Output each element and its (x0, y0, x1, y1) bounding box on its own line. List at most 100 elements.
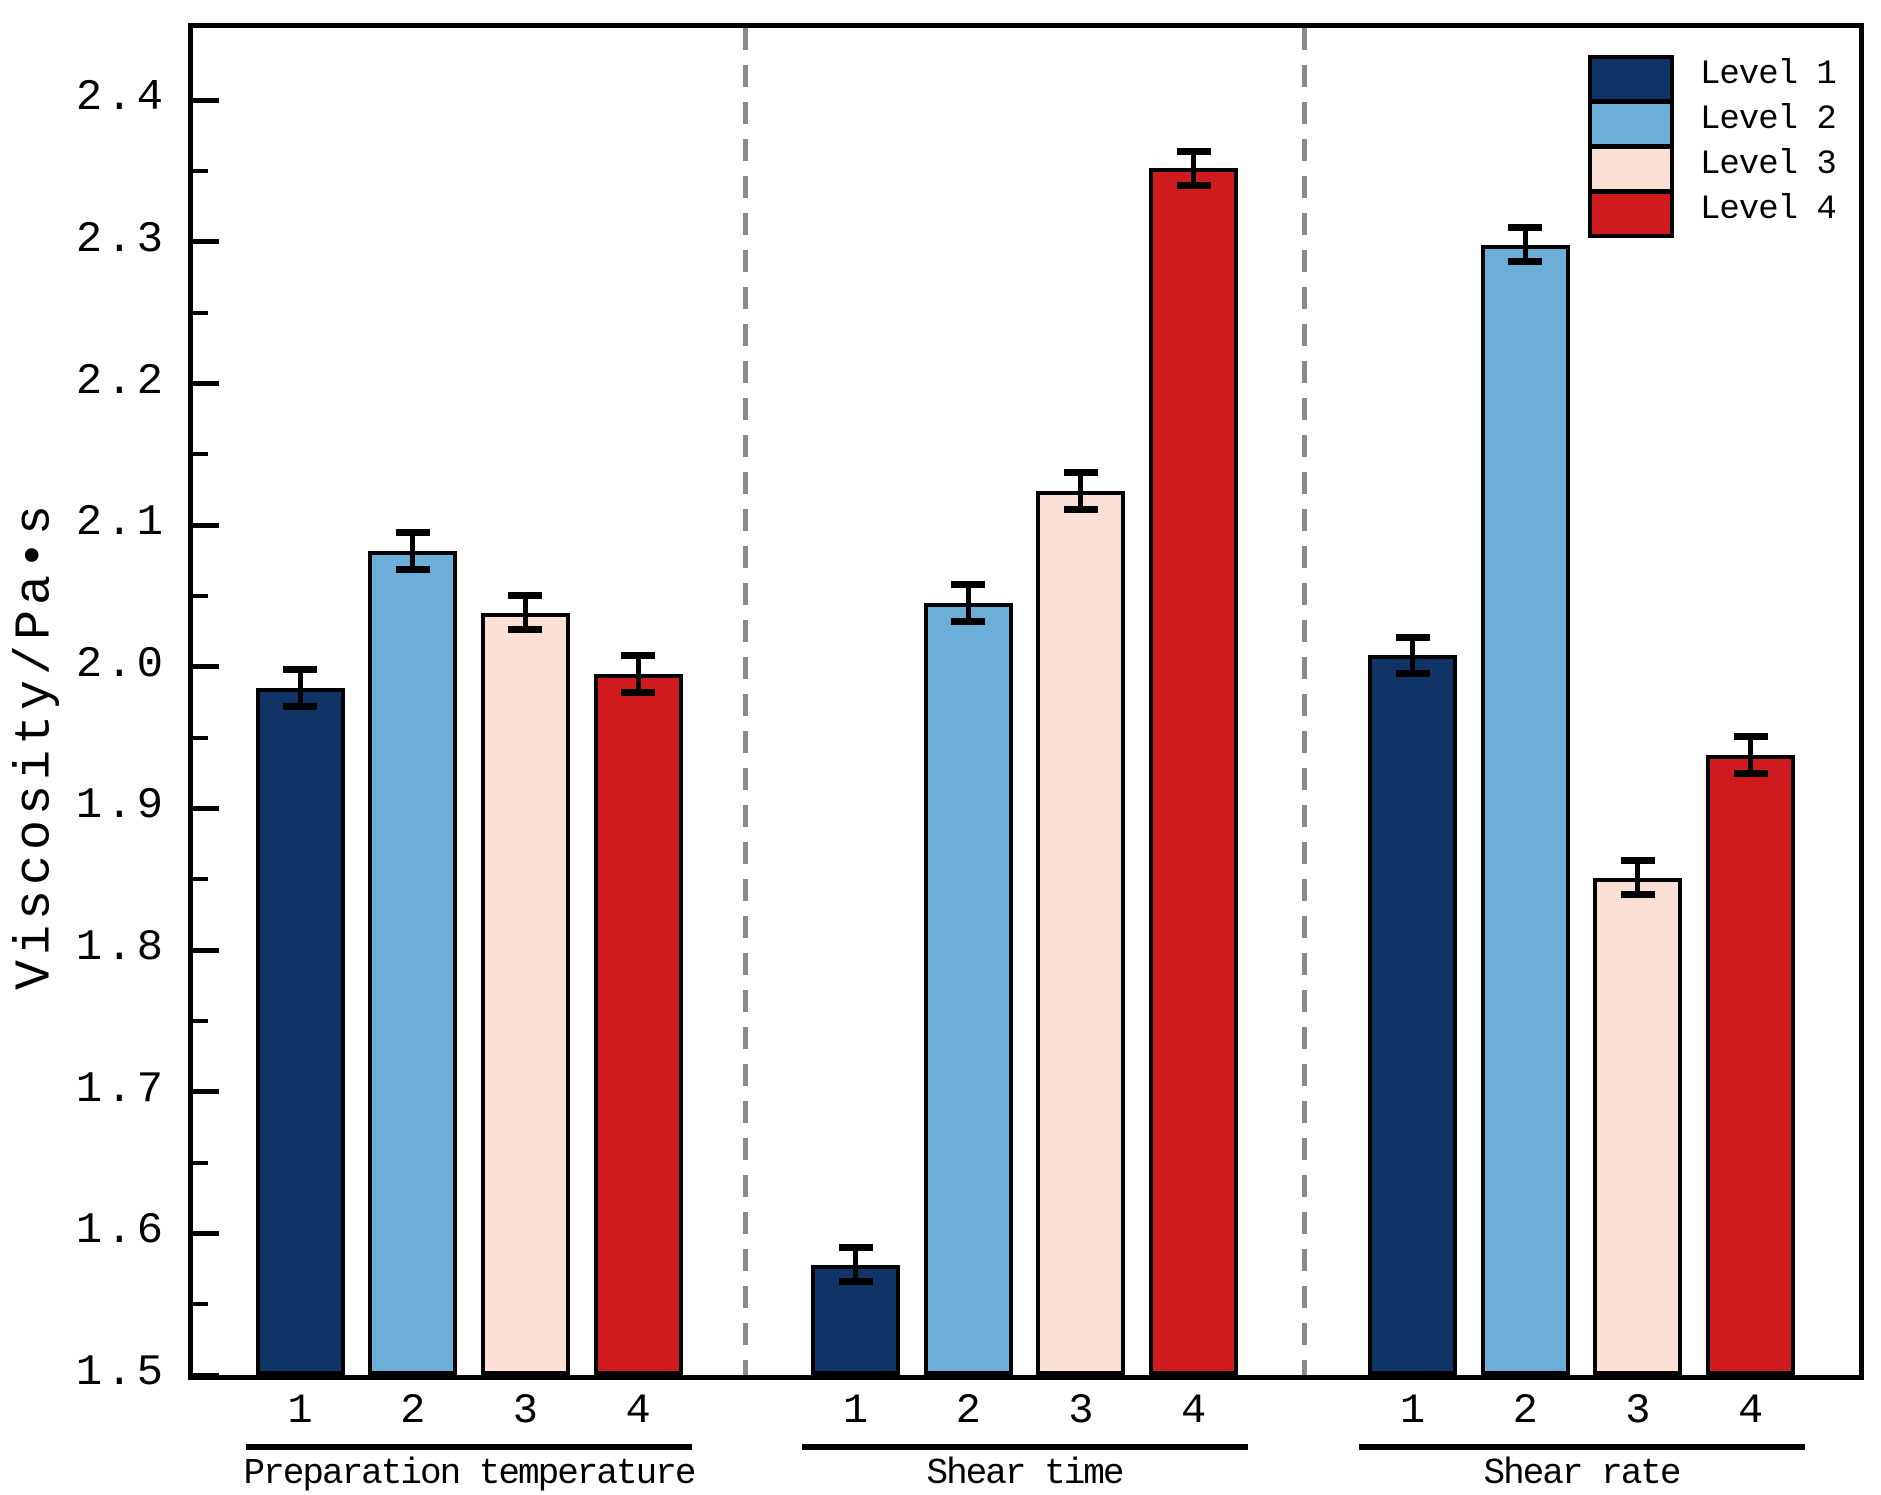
group-underline (1358, 1444, 1805, 1450)
y-minor-tick (193, 1160, 208, 1165)
panel-separator-dashed-line (1301, 28, 1307, 1375)
y-tick-label: 2.0 (75, 639, 167, 690)
error-bar-line (635, 655, 641, 693)
bar-preparation-temperature-level-1 (255, 688, 345, 1375)
error-bar-cap-bottom (395, 565, 430, 573)
bar-shear-rate-level-4 (1706, 754, 1796, 1375)
error-bar-cap-top (1508, 224, 1543, 232)
x-tick-label: 1 (1399, 1387, 1426, 1435)
error-bar-line (297, 669, 303, 707)
error-bar-cap-bottom (621, 688, 656, 696)
error-bar-cap-bottom (838, 1278, 873, 1286)
y-axis-title: Viscosity/Pa•s (7, 499, 65, 991)
bar-shear-rate-level-1 (1368, 655, 1457, 1375)
x-tick-label: 2 (1512, 1387, 1538, 1435)
y-major-tick (193, 805, 219, 811)
legend-swatch-level-1 (1588, 55, 1674, 103)
error-bar-line (410, 532, 416, 570)
error-bar-cap-bottom (1620, 891, 1655, 899)
y-tick-label: 1.6 (75, 1206, 167, 1257)
legend-label-level-4: Level 4 (1700, 191, 1837, 229)
y-minor-tick (193, 452, 208, 457)
x-tick-label: 3 (1625, 1387, 1651, 1435)
y-major-tick (193, 522, 219, 528)
x-tick-label: 1 (842, 1387, 869, 1435)
error-bar-cap-bottom (508, 626, 543, 634)
bar-shear-rate-level-2 (1480, 244, 1570, 1375)
y-major-tick (193, 1372, 219, 1378)
y-major-tick (193, 1089, 219, 1095)
group-label: Shear rate (1483, 1453, 1681, 1494)
error-bar-line (1410, 637, 1415, 674)
y-major-tick (193, 97, 219, 103)
x-tick-label: 4 (625, 1387, 651, 1435)
error-bar-cap-top (951, 581, 986, 589)
x-tick-label: 3 (512, 1387, 538, 1435)
error-bar-line (965, 584, 971, 622)
y-major-tick (193, 1230, 219, 1236)
y-major-tick (193, 381, 219, 387)
error-bar-cap-bottom (283, 702, 317, 710)
x-tick-label: 1 (287, 1387, 313, 1435)
y-minor-tick (193, 1302, 208, 1307)
y-tick-label: 2.1 (75, 498, 167, 549)
group-label: Shear time (926, 1453, 1124, 1494)
group-underline (246, 1444, 692, 1450)
x-tick-label: 3 (1068, 1387, 1094, 1435)
error-bar-cap-top (395, 528, 430, 536)
y-tick-label: 1.7 (75, 1064, 167, 1115)
bar-shear-rate-level-3 (1593, 877, 1683, 1375)
bar-shear-time-level-3 (1036, 491, 1126, 1375)
error-bar-line (1522, 227, 1528, 262)
error-bar-cap-bottom (1063, 506, 1098, 514)
plot-area (188, 23, 1864, 1380)
error-bar-cap-bottom (1395, 670, 1430, 678)
error-bar-line (1078, 472, 1084, 510)
bar-preparation-temperature-level-3 (480, 612, 570, 1375)
y-tick-label: 1.8 (75, 923, 167, 974)
error-bar-cap-bottom (1176, 181, 1211, 189)
error-bar-line (853, 1247, 858, 1282)
error-bar-cap-bottom (1508, 258, 1543, 266)
group-underline (801, 1444, 1248, 1450)
legend-swatch-level-2 (1588, 100, 1674, 148)
panel-separator-dashed-line (742, 28, 748, 1375)
error-bar-cap-bottom (951, 617, 986, 625)
error-bar-line (522, 595, 528, 630)
error-bar-cap-top (1395, 633, 1430, 641)
y-major-tick (193, 664, 219, 670)
legend-label-level-3: Level 3 (1700, 146, 1837, 184)
y-major-tick (193, 239, 219, 245)
error-bar-cap-bottom (1733, 769, 1768, 777)
y-major-tick (193, 947, 219, 953)
group-label: Preparation temperature (243, 1453, 697, 1494)
bar-shear-time-level-2 (923, 603, 1013, 1375)
error-bar-cap-top (1063, 469, 1098, 477)
x-tick-label: 4 (1737, 1387, 1764, 1435)
error-bar-line (1191, 151, 1197, 186)
y-tick-label: 2.2 (75, 356, 167, 407)
y-tick-label: 1.9 (75, 781, 167, 832)
legend-label-level-1: Level 1 (1700, 56, 1837, 94)
error-bar-line (1748, 736, 1754, 773)
y-tick-label: 2.4 (75, 73, 167, 124)
error-bar-cap-top (1620, 857, 1655, 865)
y-minor-tick (193, 593, 208, 598)
y-tick-label: 1.5 (75, 1348, 167, 1398)
y-minor-tick (193, 169, 208, 174)
error-bar-cap-top (1733, 732, 1768, 740)
error-bar-cap-top (838, 1244, 873, 1252)
x-tick-label: 4 (1180, 1387, 1207, 1435)
error-bar-cap-top (621, 651, 656, 659)
legend-swatch-level-3 (1588, 145, 1674, 193)
bar-preparation-temperature-level-2 (368, 550, 458, 1375)
legend-label-level-2: Level 2 (1700, 101, 1837, 139)
error-bar-line (1635, 860, 1641, 895)
y-tick-label: 2.3 (75, 214, 167, 265)
y-minor-tick (193, 1018, 208, 1023)
bar-preparation-temperature-level-4 (593, 673, 683, 1375)
error-bar-cap-top (508, 592, 543, 600)
bar-shear-time-level-4 (1149, 168, 1239, 1375)
y-minor-tick (193, 310, 208, 315)
